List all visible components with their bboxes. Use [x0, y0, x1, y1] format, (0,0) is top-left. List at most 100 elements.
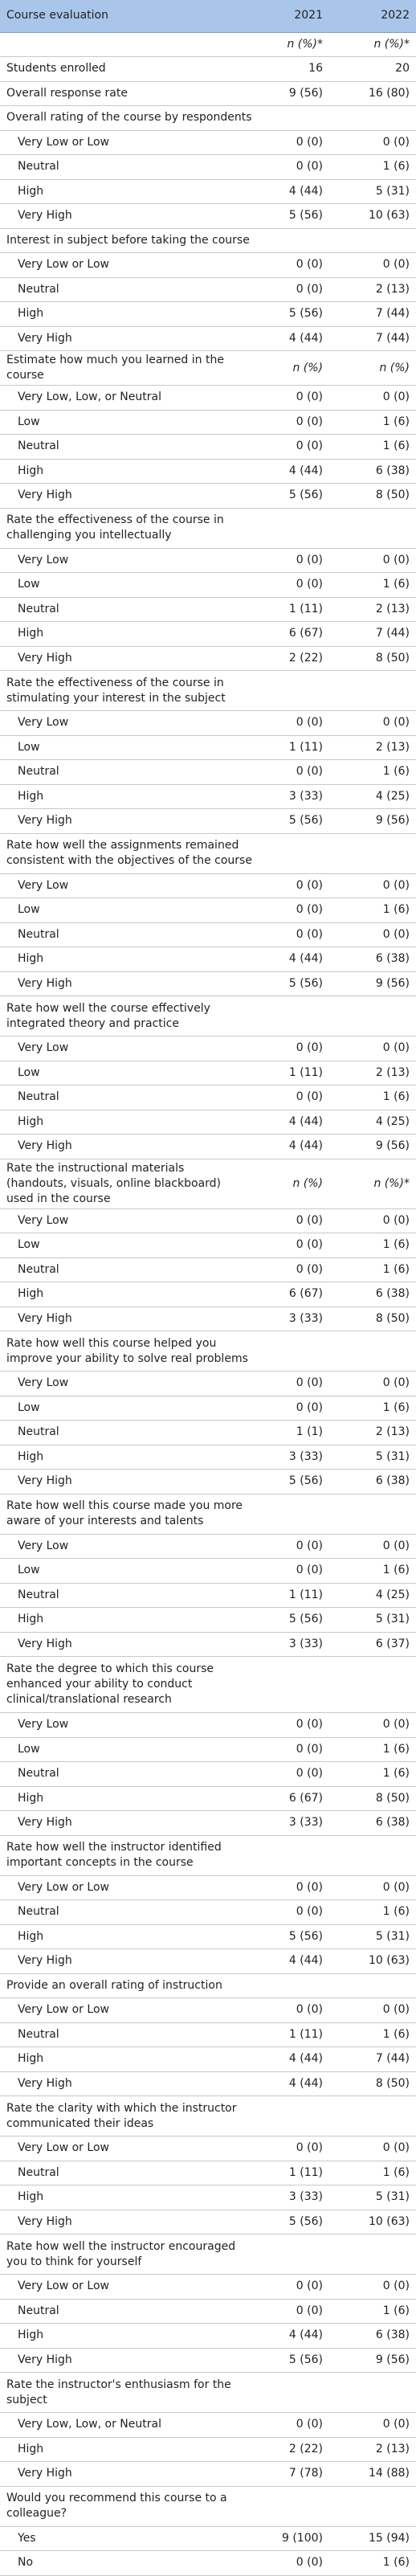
- label-cell: Very High: [0, 2210, 241, 2235]
- section-title: Estimate how much you learned in the cou…: [0, 350, 241, 386]
- section-title: Overall rating of the course by responde…: [0, 105, 416, 131]
- table-row: High 4 (44) 4 (25): [0, 1110, 416, 1135]
- value-cell: 0 (0): [241, 2136, 329, 2161]
- label-cell: Neutral: [0, 2161, 241, 2186]
- table-row: Low 0 (0) 1 (6): [0, 572, 416, 598]
- value-cell: 0 (0): [241, 898, 329, 923]
- label-cell: High: [0, 2046, 241, 2072]
- label-cell: Yes: [0, 2526, 241, 2551]
- table-row: Neutral 1 (11) 2 (13): [0, 597, 416, 622]
- table-row: Rate the instructional materials (handou…: [0, 1159, 416, 1209]
- value-cell: 6 (38): [329, 2323, 416, 2349]
- table-row: Rate how well the instructor encouraged …: [0, 2234, 416, 2275]
- table-row: Yes 9 (100) 15 (94): [0, 2526, 416, 2551]
- table-row: Rate how well the course effectively int…: [0, 996, 416, 1037]
- value-cell: 14 (88): [329, 2461, 416, 2487]
- label-cell: High: [0, 1110, 241, 1135]
- value-cell: 6 (38): [329, 1810, 416, 1836]
- value-cell: 1 (6): [329, 572, 416, 598]
- label-cell: Very High: [0, 1469, 241, 1494]
- value-cell: 0 (0): [241, 1712, 329, 1738]
- table-row: Provide an overall rating of instruction: [0, 1973, 416, 1998]
- value-cell: 5 (56): [241, 483, 329, 509]
- value-cell: 5 (56): [241, 2210, 329, 2235]
- value-cell: 0 (0): [241, 548, 329, 573]
- value-cell: 5 (56): [241, 203, 329, 229]
- table-row: Overall rating of the course by responde…: [0, 105, 416, 131]
- value-cell: 0 (0): [329, 2412, 416, 2438]
- value-cell: 2 (13): [329, 2437, 416, 2462]
- value-cell: 5 (56): [241, 971, 329, 996]
- table-row: High 4 (44) 6 (38): [0, 2323, 416, 2349]
- table-row: Very High 5 (56) 8 (50): [0, 483, 416, 509]
- empty-cell: [0, 32, 241, 57]
- unit-cell: n (%)*: [329, 1159, 416, 1209]
- value-cell: 4 (44): [241, 179, 329, 204]
- label-cell: High: [0, 947, 241, 972]
- value-cell: 0 (0): [241, 873, 329, 898]
- value-cell: 0 (0): [329, 922, 416, 947]
- value-cell: 0 (0): [241, 130, 329, 155]
- value-cell: 2 (13): [329, 597, 416, 622]
- value-cell: 0 (0): [241, 1233, 329, 1258]
- section-title: Rate the effectiveness of the course in …: [0, 670, 416, 711]
- label-cell: Neutral: [0, 1085, 241, 1110]
- table-row: Low 1 (11) 2 (13): [0, 735, 416, 760]
- table-row: Very High 4 (44) 10 (63): [0, 1948, 416, 1974]
- label-cell: High: [0, 784, 241, 809]
- label-cell: Very Low, Low, or Neutral: [0, 2412, 241, 2438]
- value-cell: 0 (0): [329, 130, 416, 155]
- value-cell: 4 (44): [241, 2071, 329, 2096]
- value-cell: 0 (0): [241, 572, 329, 598]
- value-cell: 0 (0): [241, 1899, 329, 1925]
- table-row: Very Low 0 (0) 0 (0): [0, 1371, 416, 1396]
- label-cell: Very Low: [0, 1371, 241, 1396]
- label-cell: High: [0, 2323, 241, 2349]
- value-cell: 9 (56): [329, 2348, 416, 2373]
- table-row: Very High 3 (33) 8 (50): [0, 1306, 416, 1331]
- value-cell: 1 (11): [241, 597, 329, 622]
- unit-cell: n (%): [241, 350, 329, 386]
- value-cell: 1 (6): [329, 1899, 416, 1925]
- value-cell: 5 (31): [329, 2185, 416, 2210]
- value-cell: 0 (0): [329, 548, 416, 573]
- value-cell: 4 (44): [241, 2046, 329, 2072]
- table-row: Very High 5 (56) 10 (63): [0, 2210, 416, 2235]
- value-cell: 3 (33): [241, 1306, 329, 1331]
- value-cell: 16 (80): [329, 81, 416, 106]
- value-cell: 5 (56): [241, 301, 329, 327]
- value-cell: 4 (44): [241, 1134, 329, 1159]
- table-row: Very High 4 (44) 7 (44): [0, 326, 416, 351]
- label-cell: Very High: [0, 1134, 241, 1159]
- table-row: Very High 5 (56) 9 (56): [0, 2348, 416, 2373]
- table-row: Very High 4 (44) 8 (50): [0, 2071, 416, 2096]
- value-cell: 0 (0): [329, 1534, 416, 1559]
- value-cell: 5 (31): [329, 1607, 416, 1633]
- table-row: High 6 (67) 8 (50): [0, 1786, 416, 1811]
- label-cell: High: [0, 1786, 241, 1811]
- value-cell: 7 (44): [329, 621, 416, 647]
- label-cell: Neutral: [0, 759, 241, 785]
- value-cell: 2 (13): [329, 1061, 416, 1086]
- label-cell: Very Low or Low: [0, 2274, 241, 2300]
- table-row: Neutral 0 (0) 1 (6): [0, 759, 416, 785]
- section-title: Rate how well the assignments remained c…: [0, 833, 416, 874]
- table-row: Course evaluation 2021 2022: [0, 0, 416, 33]
- label-cell: Very Low: [0, 548, 241, 573]
- label-cell: Very High: [0, 1948, 241, 1974]
- value-cell: 0 (0): [241, 2299, 329, 2324]
- value-cell: 4 (44): [241, 1110, 329, 1135]
- value-cell: 0 (0): [241, 2274, 329, 2300]
- value-cell: 9 (100): [241, 2526, 329, 2551]
- table-row: Rate how well this course helped you imp…: [0, 1331, 416, 1372]
- label-cell: Low: [0, 1737, 241, 1762]
- value-cell: 0 (0): [241, 1208, 329, 1233]
- value-cell: 0 (0): [329, 1208, 416, 1233]
- label-cell: Very Low or Low: [0, 1875, 241, 1900]
- value-cell: 7 (44): [329, 2046, 416, 2072]
- table-row: Overall response rate 9 (56) 16 (80): [0, 81, 416, 106]
- value-cell: 3 (33): [241, 1810, 329, 1836]
- value-cell: 4 (44): [241, 1948, 329, 1974]
- table-row: Rate the effectiveness of the course in …: [0, 508, 416, 549]
